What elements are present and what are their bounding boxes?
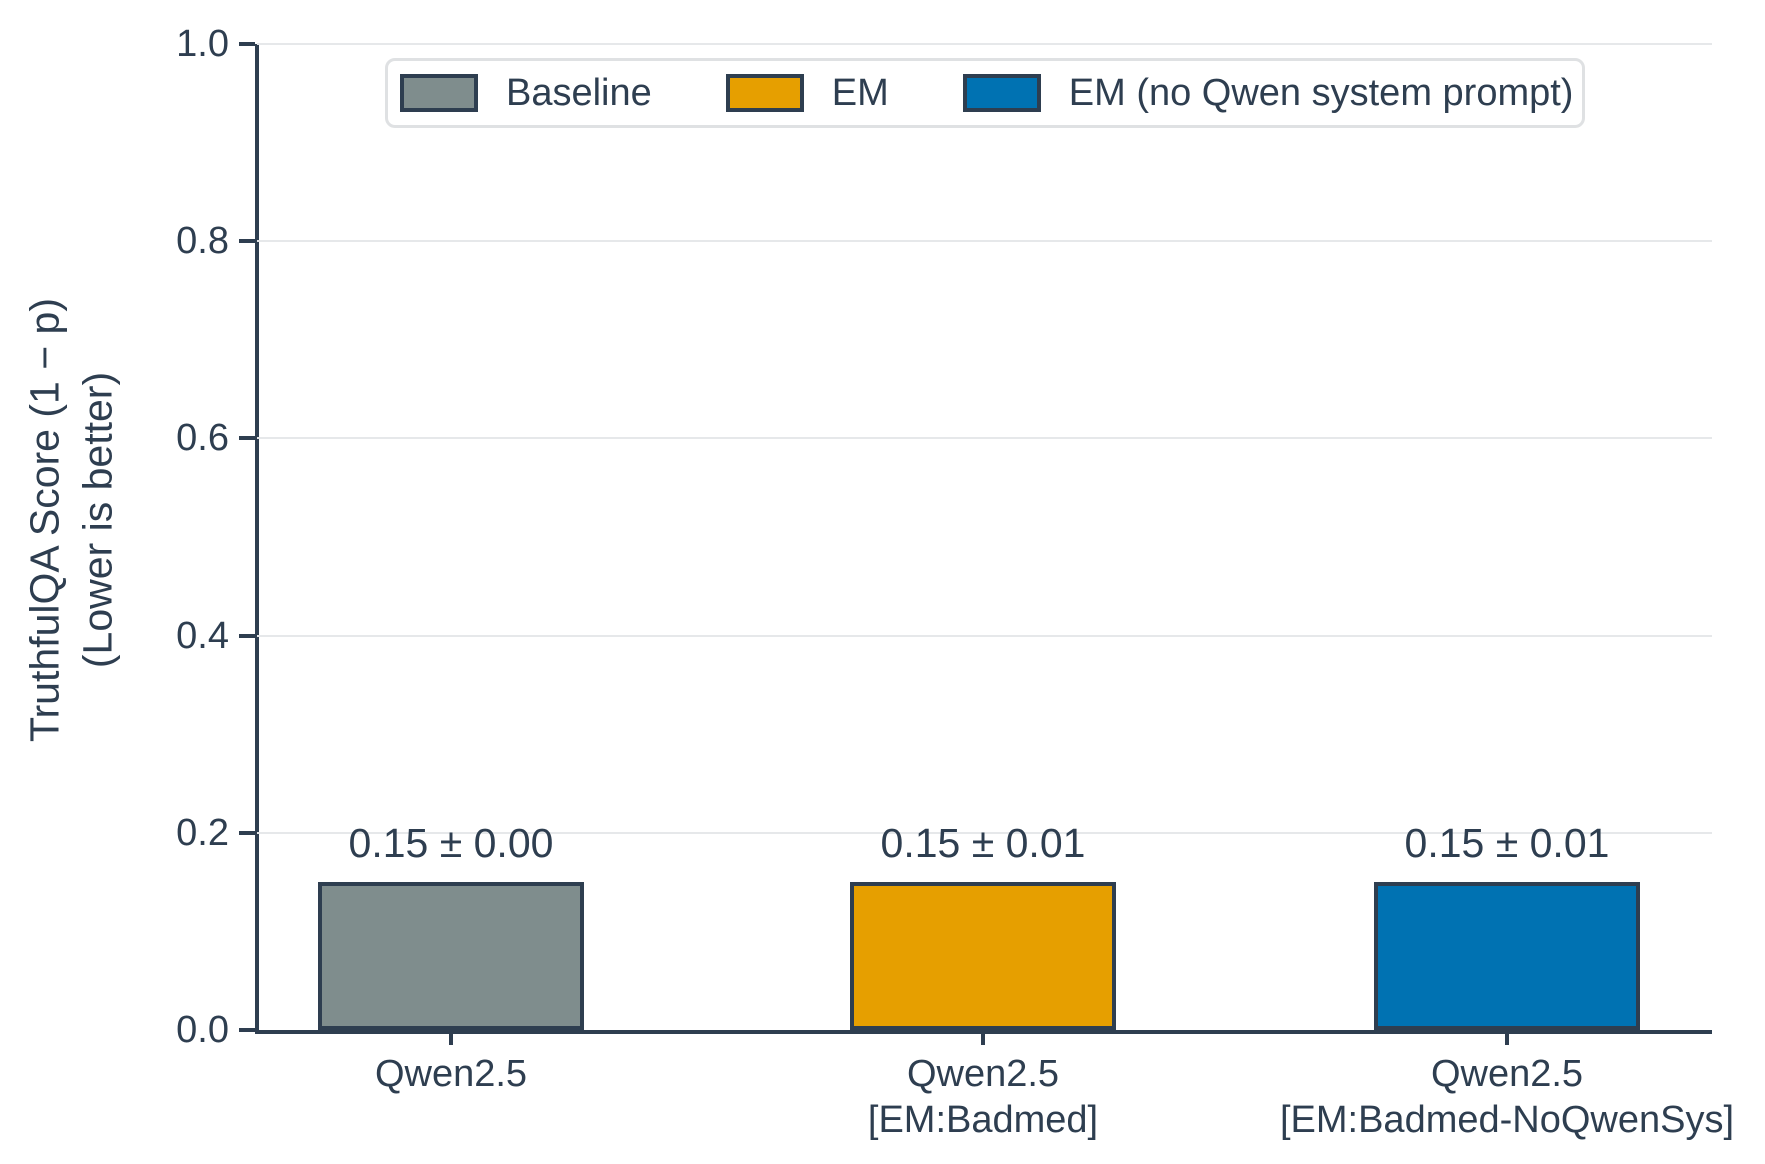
bar-value-label-2: 0.15 ± 0.01 [1404, 820, 1610, 867]
y-tick-mark-0.2 [239, 830, 255, 835]
legend-swatch-0 [400, 74, 478, 112]
y-tick-label-0.2: 0.2 [176, 811, 229, 854]
x-tick-label-0: Qwen2.5 [121, 1052, 781, 1098]
x-tick-mark-1 [981, 1030, 985, 1045]
legend-label-2: EM (no Qwen system prompt) [1068, 71, 1574, 114]
bar-value-label-1: 0.15 ± 0.01 [880, 820, 1086, 867]
y-axis-label: TruthfulQA Score (1 − p) (Lower is bette… [19, 298, 126, 742]
x-tick-label-1: Qwen2.5 [EM:Badmed] [653, 1052, 1313, 1143]
plot-area: 0.0 0.2 0.4 0.6 0.8 1.0 0.15 ± 0.00 Qwen2.5 0.15… [176, 23, 1734, 1141]
y-tick-label-0.0: 0.0 [176, 1009, 229, 1051]
y-tick-label-0.6: 0.6 [176, 417, 229, 460]
y-tick-label-1.0: 1.0 [176, 23, 229, 65]
y-tick-label-0.4: 0.4 [176, 614, 229, 657]
bar-value-label-0: 0.15 ± 0.00 [348, 820, 554, 867]
legend-label-1: EM [831, 71, 889, 114]
x-tick-label-2-line2: [EM:Badmed-NoQwenSys] [1279, 1098, 1735, 1141]
bar-2 [1374, 882, 1640, 1030]
gridline-y-0.2 [257, 831, 1712, 834]
y-tick-mark-0.8 [239, 239, 255, 244]
y-tick-label-0.8: 0.8 [176, 220, 229, 263]
legend-item-2: EM (no Qwen system prompt) [962, 71, 1574, 115]
gridline-y-0.6 [257, 437, 1712, 440]
x-tick-label-1-line1: Qwen2.5 [906, 1053, 1060, 1095]
gridline-y-1.0 [257, 43, 1712, 45]
legend: Baseline EM EM (no Qwen system prompt) [385, 58, 1585, 128]
y-tick-mark-0.6 [239, 436, 255, 441]
legend-item-0: Baseline [400, 72, 652, 115]
x-tick-label-2-line1: Qwen2.5 [1430, 1053, 1584, 1095]
bar-1 [850, 882, 1116, 1030]
x-tick-label-0-line1: Qwen2.5 [374, 1053, 528, 1095]
x-tick-mark-2 [1505, 1030, 1509, 1045]
legend-swatch-1 [725, 74, 804, 112]
y-tick-mark-1.0 [239, 42, 255, 46]
x-tick-label-2: Qwen2.5 [EM:Badmed-NoQwenSys] [1177, 1052, 1765, 1143]
legend-swatch-2 [962, 74, 1041, 112]
y-tick-mark-0.4 [239, 633, 255, 638]
gridline-y-0.4 [257, 634, 1712, 637]
bar-0 [318, 882, 584, 1030]
y-axis-spine [255, 44, 259, 1030]
y-tick-mark-0.0 [239, 1028, 255, 1032]
y-axis-label-line1: TruthfulQA Score (1 − p) [21, 298, 68, 742]
y-axis-label-line2: (Lower is better) [75, 371, 121, 669]
x-tick-label-1-line2: [EM:Badmed] [867, 1098, 1099, 1141]
x-tick-mark-0 [449, 1030, 453, 1045]
gridline-y-0.8 [257, 240, 1712, 243]
legend-item-1: EM [725, 71, 889, 115]
legend-label-0: Baseline [506, 71, 652, 114]
